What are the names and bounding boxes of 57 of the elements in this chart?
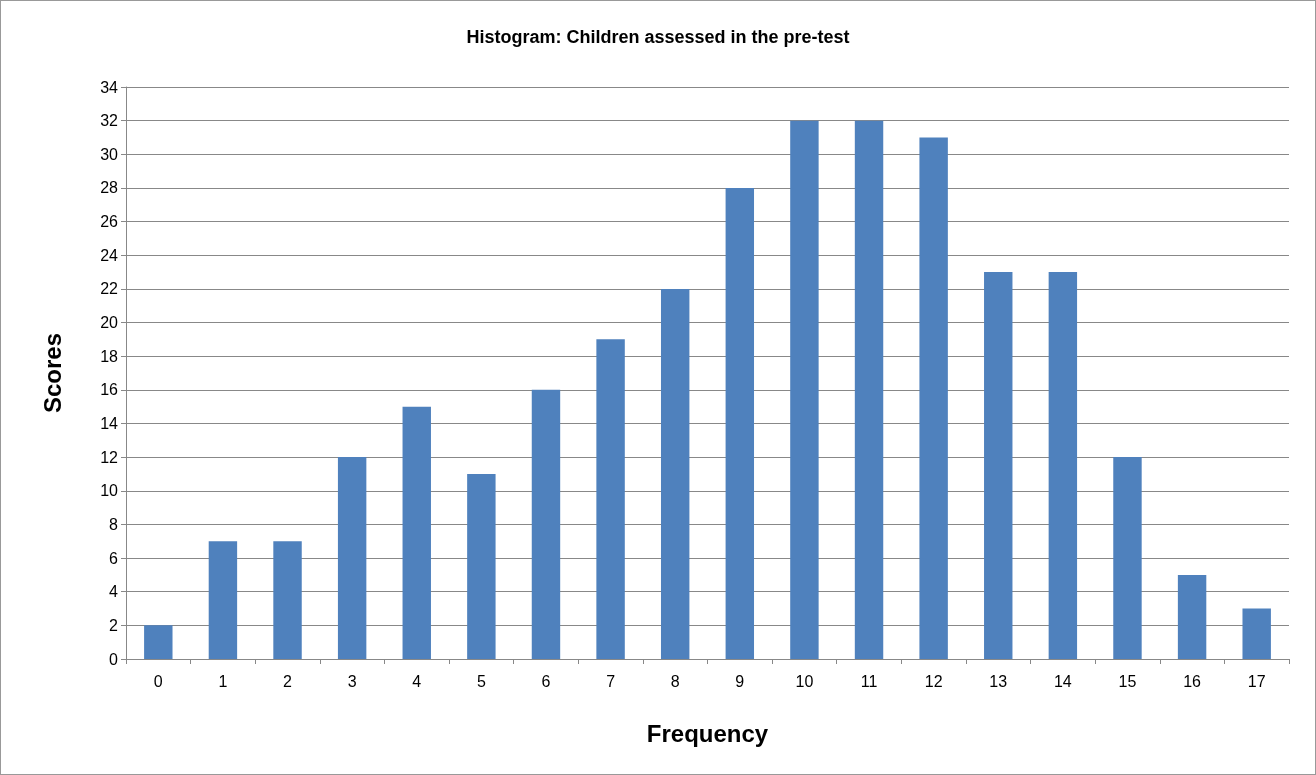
y-tick-label: 6 <box>109 549 119 567</box>
bar <box>467 473 496 659</box>
y-tick-label: 18 <box>100 347 119 365</box>
x-tick-label: 9 <box>735 672 745 690</box>
bar <box>273 541 302 659</box>
x-tick-label: 5 <box>476 672 486 690</box>
x-tick-label: 15 <box>1118 672 1137 690</box>
y-tick-label: 10 <box>100 482 119 500</box>
x-tick-label: 13 <box>989 672 1008 690</box>
bar <box>1113 457 1142 659</box>
bar <box>144 625 173 659</box>
x-tick-label: 7 <box>606 672 616 690</box>
x-tick-label: 8 <box>670 672 680 690</box>
bar <box>1177 574 1207 659</box>
bar <box>854 120 884 659</box>
y-tick-label: 2 <box>109 616 119 634</box>
chart-title: Histogram: Children assessed in the pre-test <box>466 27 850 47</box>
x-tick-label: 6 <box>541 672 551 690</box>
y-tick-label: 32 <box>100 112 119 130</box>
x-tick-label: 12 <box>924 672 943 690</box>
y-tick-label: 20 <box>100 314 119 332</box>
y-tick-label: 34 <box>100 78 119 96</box>
bar <box>1242 608 1271 659</box>
bar <box>596 339 625 659</box>
x-tick-label: 1 <box>218 672 228 690</box>
y-tick-label: 24 <box>100 246 119 264</box>
x-tick-label: 0 <box>153 672 163 690</box>
x-tick-label: 2 <box>283 672 293 690</box>
y-tick-label: 0 <box>109 650 119 668</box>
bar <box>531 389 561 659</box>
bar <box>919 137 948 659</box>
y-axis-title: Scores <box>38 332 66 414</box>
bar <box>725 187 755 659</box>
y-tick-label: 22 <box>100 280 119 298</box>
x-tick-label: 11 <box>860 672 878 690</box>
bar <box>1048 272 1078 659</box>
x-tick-label: 3 <box>347 672 357 690</box>
y-tick-label: 28 <box>100 179 119 197</box>
y-tick-label: 26 <box>100 213 119 231</box>
y-tick-label: 30 <box>100 145 119 163</box>
y-tick-label: 4 <box>109 583 119 601</box>
y-tick-label: 16 <box>100 381 119 399</box>
x-tick-label: 17 <box>1247 672 1266 690</box>
bar <box>984 272 1013 659</box>
y-tick-label: 14 <box>100 414 119 432</box>
x-tick-label: 4 <box>412 672 422 690</box>
x-tick-label: 14 <box>1053 672 1072 690</box>
x-tick-label: 16 <box>1183 672 1202 690</box>
y-tick-label: 8 <box>109 515 119 533</box>
bar <box>208 541 238 659</box>
x-tick-label: 10 <box>795 672 814 690</box>
y-tick-label: 12 <box>100 448 119 466</box>
bar <box>402 406 431 659</box>
bar <box>790 120 819 659</box>
bar <box>660 288 690 659</box>
x-axis-title: Frequency <box>646 719 769 747</box>
bar <box>337 457 367 659</box>
